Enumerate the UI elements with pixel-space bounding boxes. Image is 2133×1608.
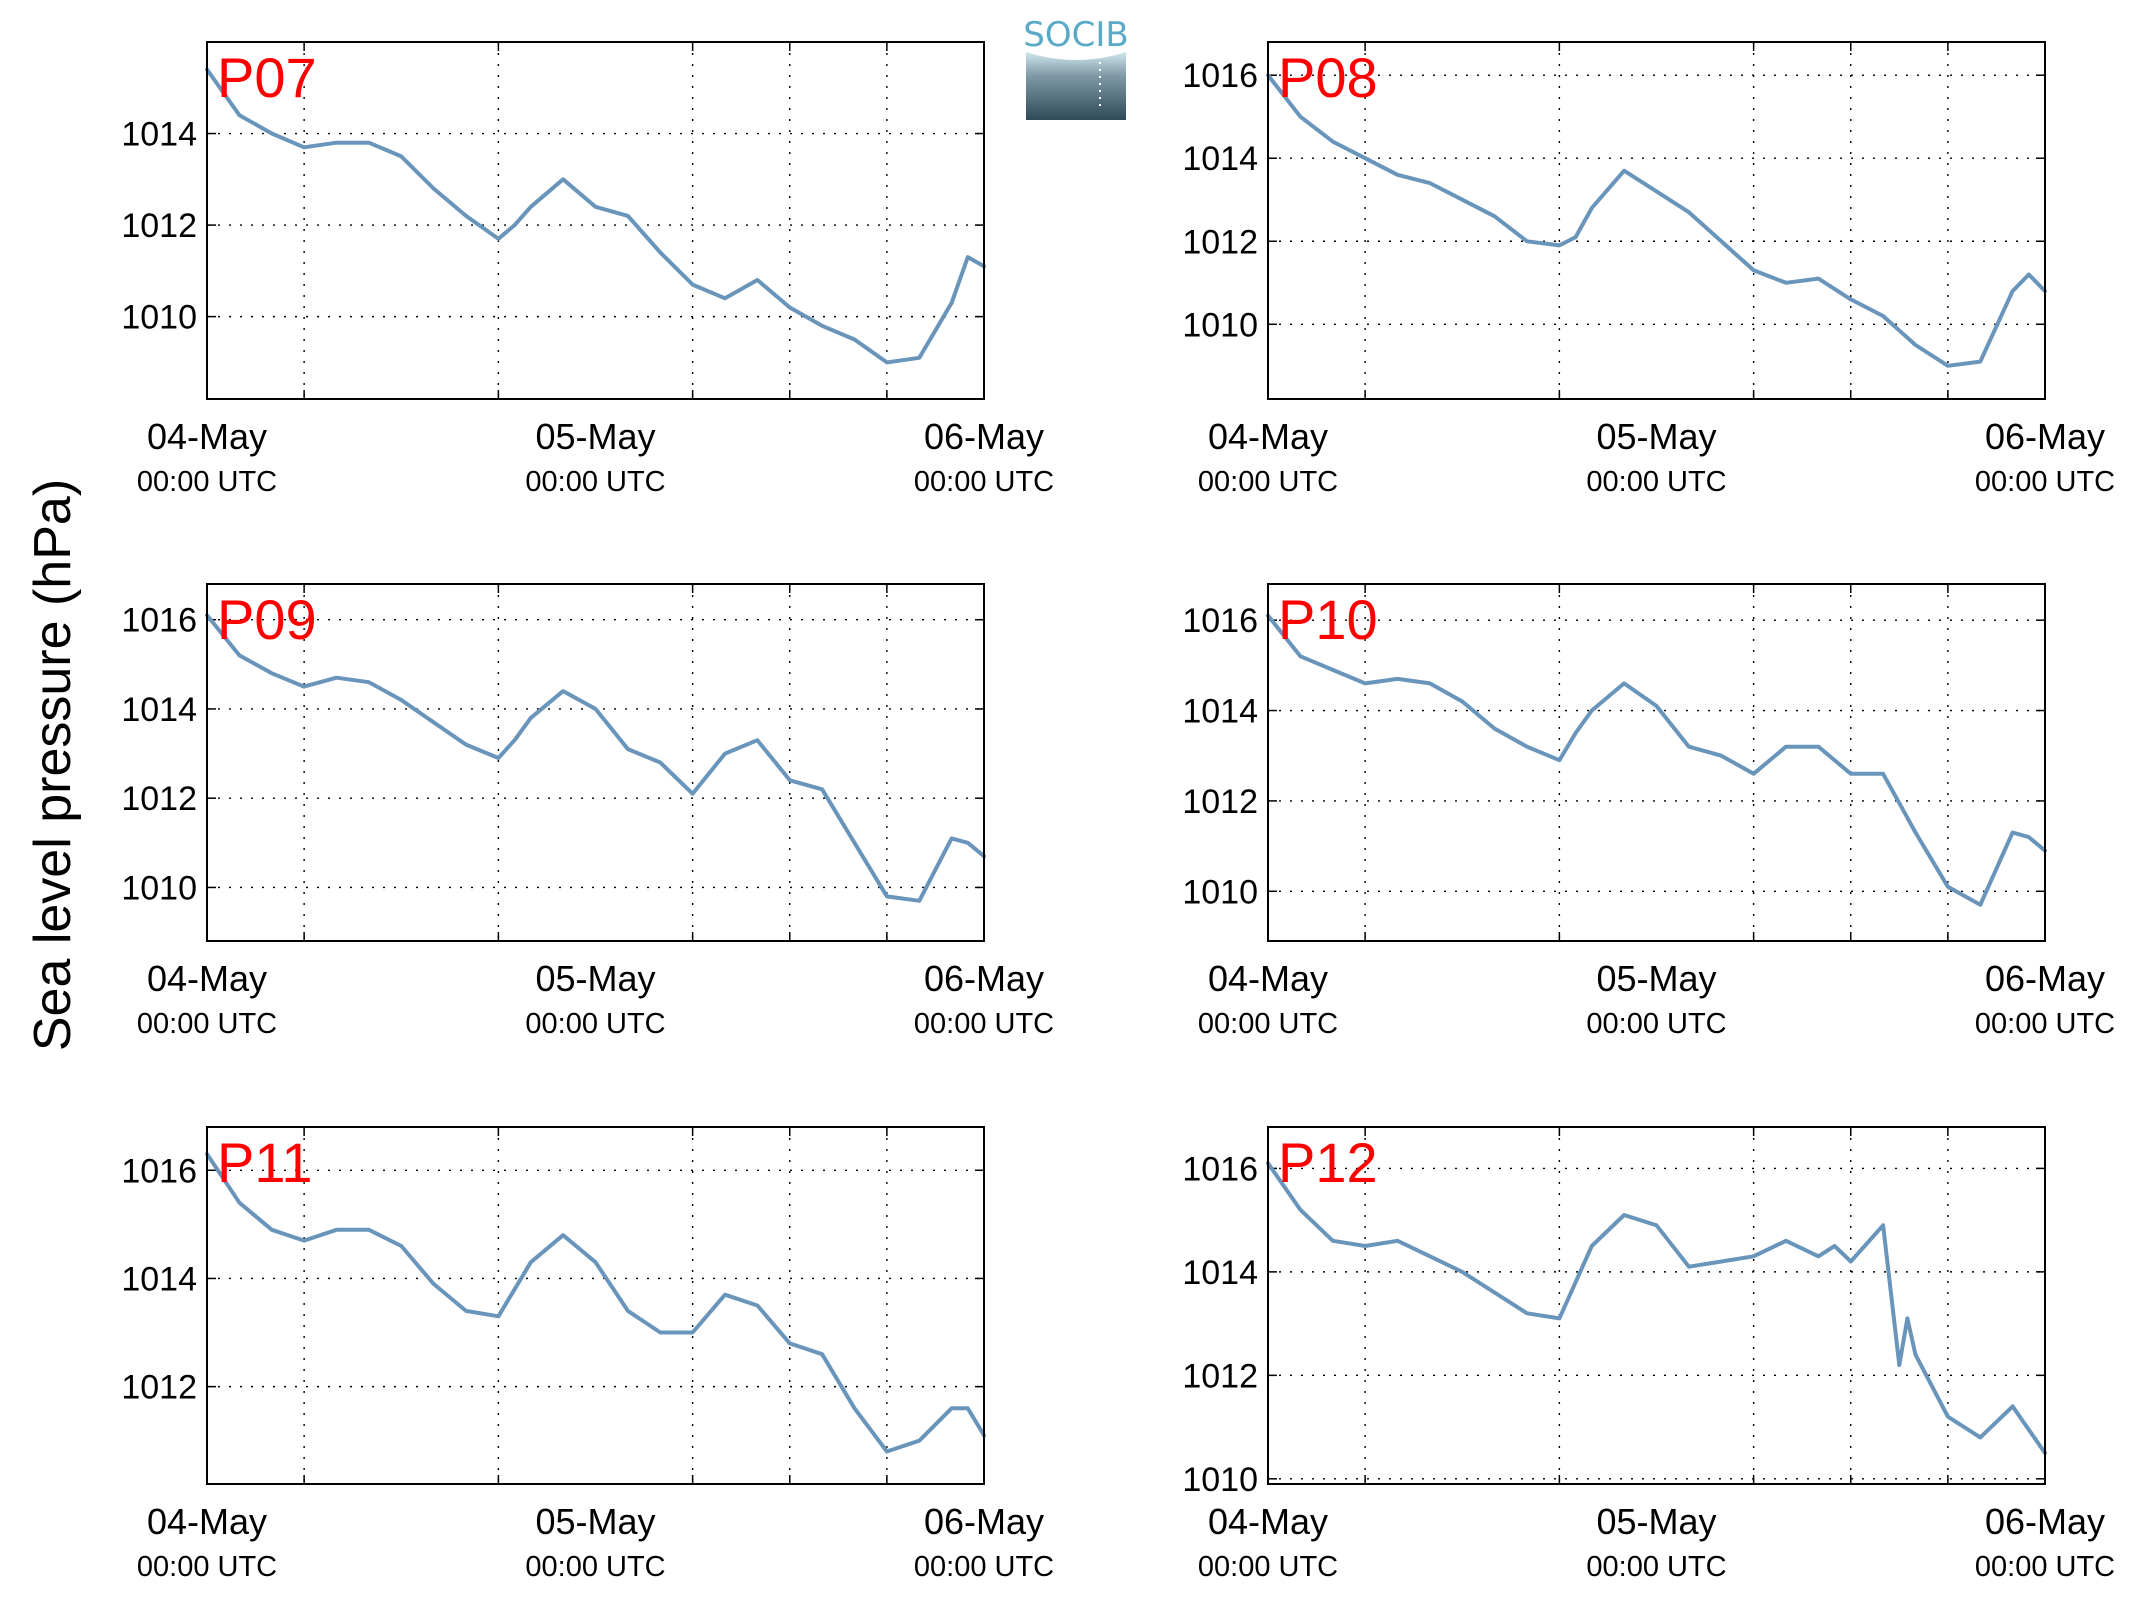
logo-text: SOCIB xyxy=(1023,15,1128,55)
y-tick-label: 1014 xyxy=(121,116,197,154)
y-tick-label: 1014 xyxy=(121,691,197,729)
y-tick-label: 1012 xyxy=(1182,1357,1258,1395)
x-tick-label-time: 00:00 UTC xyxy=(137,1008,277,1040)
series-line xyxy=(205,67,986,365)
y-tick-label: 1014 xyxy=(1182,1254,1258,1292)
x-tick-label-date: 04-May xyxy=(147,416,267,457)
x-tick-label-time: 00:00 UTC xyxy=(137,466,277,498)
axes-frame xyxy=(206,583,985,942)
x-tick-label-time: 00:00 UTC xyxy=(1586,1551,1726,1583)
panel-label: P11 xyxy=(217,1131,312,1194)
x-tick-label-time: 00:00 UTC xyxy=(1586,1008,1726,1040)
plot-area xyxy=(207,1127,984,1484)
y-tick-label: 1016 xyxy=(121,1152,197,1190)
axes-frame xyxy=(1267,583,2046,942)
x-tick-label-date: 06-May xyxy=(1985,416,2105,457)
y-tick-label: 1010 xyxy=(1182,1461,1258,1499)
x-tick-label-time: 00:00 UTC xyxy=(1975,466,2115,498)
series-line xyxy=(1266,1161,2047,1455)
panels: 1010 1012 1014 P07 04-May 00:00 UTC 05-May 00:0… xyxy=(121,41,2115,1583)
x-tick-label-time: 00:00 UTC xyxy=(914,466,1054,498)
x-tick-label-date: 05-May xyxy=(1596,1501,1716,1542)
y-tick-label: 1010 xyxy=(121,299,197,337)
axes-frame xyxy=(206,41,985,400)
x-tick-label-date: 04-May xyxy=(147,958,267,999)
panel-label: P07 xyxy=(217,46,317,109)
x-tick-label-date: 05-May xyxy=(535,416,655,457)
x-tick-label-date: 05-May xyxy=(1596,416,1716,457)
x-tick-label-time: 00:00 UTC xyxy=(1975,1008,2115,1040)
y-tick-label: 1012 xyxy=(1182,223,1258,261)
y-tick-label: 1014 xyxy=(1182,693,1258,731)
x-tick-label-time: 00:00 UTC xyxy=(914,1008,1054,1040)
x-tick-label-time: 00:00 UTC xyxy=(525,466,665,498)
x-tick-label-date: 06-May xyxy=(924,1501,1044,1542)
x-tick-label-time: 00:00 UTC xyxy=(1198,1008,1338,1040)
y-tick-label: 1014 xyxy=(121,1260,197,1298)
y-tick-label: 1014 xyxy=(1182,140,1258,178)
axes-frame xyxy=(1267,41,2046,400)
panel-label: P09 xyxy=(217,588,317,651)
panel-p11: 1012 1014 1016 P11 04-May 00:00 UTC 05-May 00:0… xyxy=(121,1126,1054,1583)
panel-label: P12 xyxy=(1278,1131,1378,1194)
series-line xyxy=(205,613,986,903)
y-tick-label: 1012 xyxy=(121,1369,197,1407)
y-tick-label: 1016 xyxy=(121,602,197,640)
plot-area xyxy=(207,584,984,941)
plot-area xyxy=(1268,584,2045,941)
panel-p08: 1010 1012 1014 1016 P08 04-May 00:00 UTC 05-May… xyxy=(1182,41,2115,498)
y-tick-label: 1016 xyxy=(1182,602,1258,640)
panel-p07: 1010 1012 1014 P07 04-May 00:00 UTC 05-May 00:0… xyxy=(121,41,1054,498)
x-tick-label-time: 00:00 UTC xyxy=(1586,466,1726,498)
x-tick-label-time: 00:00 UTC xyxy=(1975,1551,2115,1583)
x-tick-label-date: 06-May xyxy=(924,958,1044,999)
panel-label: P08 xyxy=(1278,46,1378,109)
x-tick-label-time: 00:00 UTC xyxy=(525,1008,665,1040)
y-tick-label: 1010 xyxy=(1182,873,1258,911)
x-tick-label-date: 06-May xyxy=(924,416,1044,457)
plot-area xyxy=(207,42,984,399)
x-tick-label-date: 04-May xyxy=(147,1501,267,1542)
y-tick-label: 1012 xyxy=(121,780,197,818)
x-tick-label-time: 00:00 UTC xyxy=(525,1551,665,1583)
y-tick-label: 1012 xyxy=(1182,783,1258,821)
axes-frame xyxy=(1267,1126,2046,1485)
x-tick-label-time: 00:00 UTC xyxy=(1198,466,1338,498)
series-line xyxy=(205,1152,986,1454)
y-tick-label: 1016 xyxy=(1182,1150,1258,1188)
x-tick-label-date: 06-May xyxy=(1985,1501,2105,1542)
panel-label: P10 xyxy=(1278,588,1378,651)
x-tick-label-date: 04-May xyxy=(1208,958,1328,999)
series-line xyxy=(1266,73,2047,368)
series-line xyxy=(1266,613,2047,907)
plot-area xyxy=(1268,42,2045,399)
y-axis-label: Sea level pressure (hPa) xyxy=(24,479,82,1051)
axes-frame xyxy=(206,1126,985,1485)
x-tick-label-date: 06-May xyxy=(1985,958,2105,999)
panel-p12: 1010 1012 1014 1016 P12 04-May 00:00 UTC 05-May… xyxy=(1182,1126,2115,1583)
x-tick-label-time: 00:00 UTC xyxy=(137,1551,277,1583)
panel-p10: 1010 1012 1014 1016 P10 04-May 00:00 UTC 05-May… xyxy=(1182,583,2115,1040)
x-tick-label-date: 05-May xyxy=(1596,958,1716,999)
x-tick-label-date: 05-May xyxy=(535,1501,655,1542)
y-tick-label: 1012 xyxy=(121,207,197,245)
plot-area xyxy=(1268,1127,2045,1484)
panel-p09: 1010 1012 1014 1016 P09 04-May 00:00 UTC 05-May… xyxy=(121,583,1054,1040)
x-tick-label-time: 00:00 UTC xyxy=(914,1551,1054,1583)
y-tick-label: 1016 xyxy=(1182,57,1258,95)
y-tick-label: 1010 xyxy=(1182,306,1258,344)
socib-logo: SOCIB xyxy=(1023,15,1129,120)
x-tick-label-date: 04-May xyxy=(1208,1501,1328,1542)
y-tick-label: 1010 xyxy=(121,869,197,907)
x-tick-label-time: 00:00 UTC xyxy=(1198,1551,1338,1583)
x-tick-label-date: 04-May xyxy=(1208,416,1328,457)
x-tick-label-date: 05-May xyxy=(535,958,655,999)
